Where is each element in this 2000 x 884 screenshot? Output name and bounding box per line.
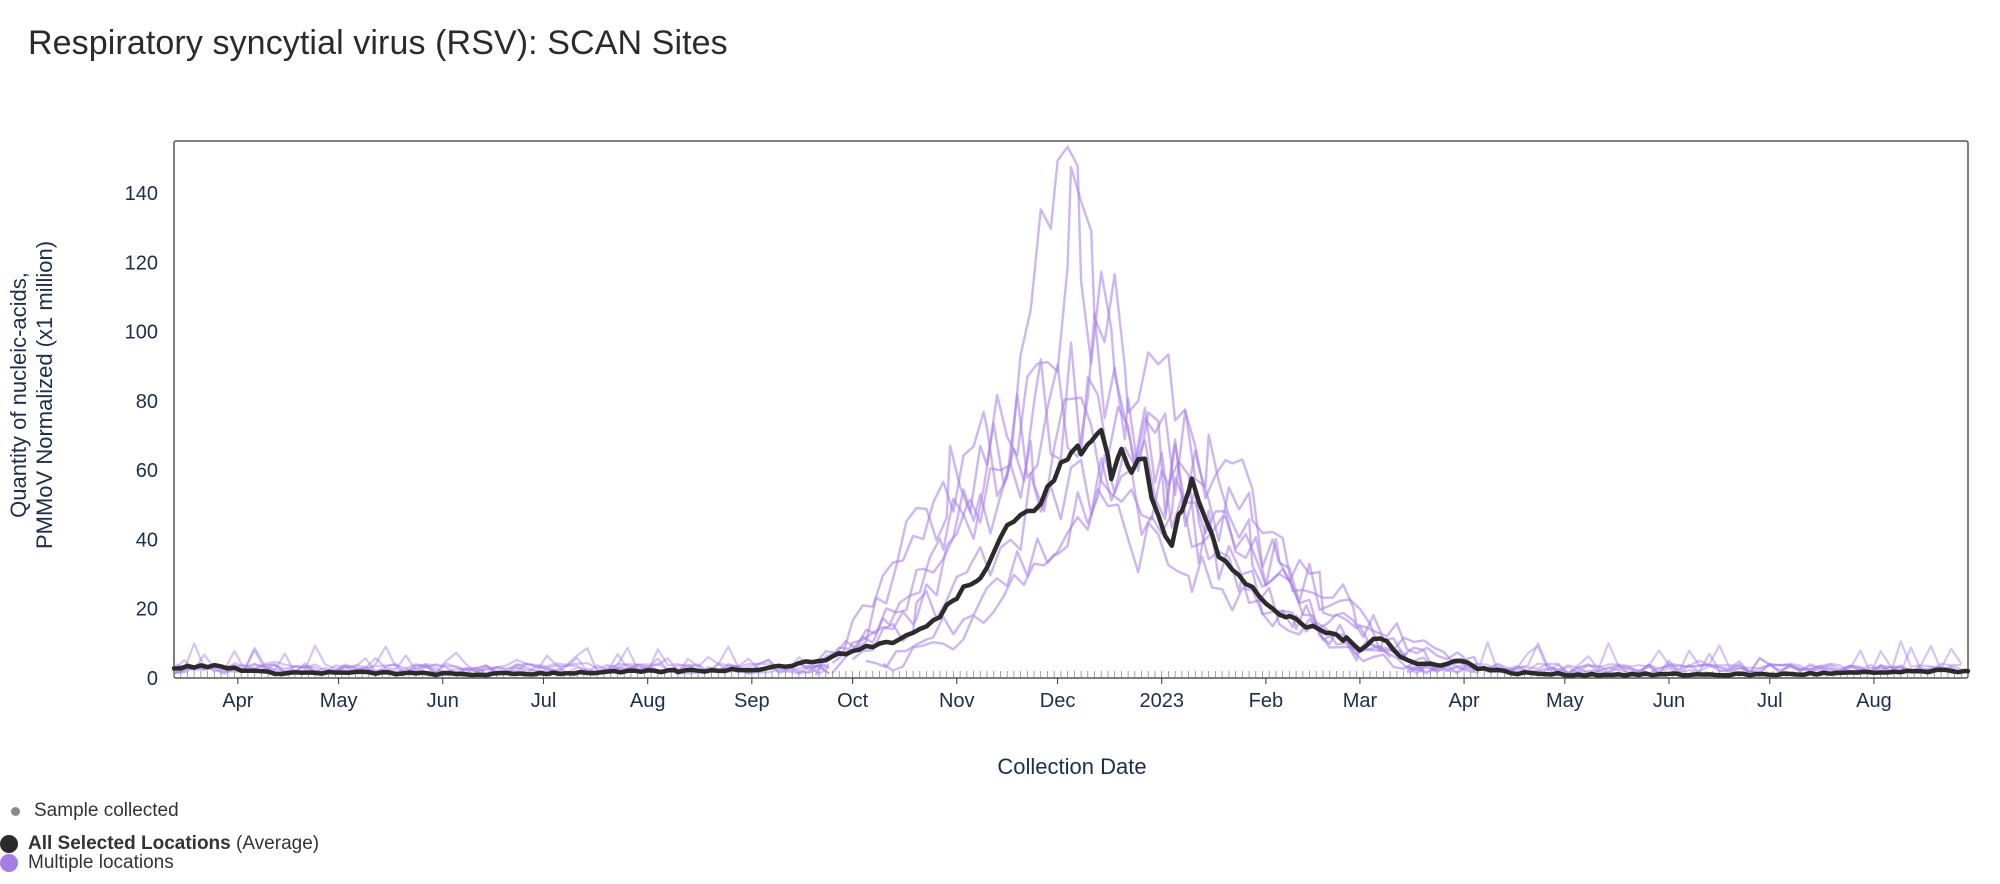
x-tick-label: Jun	[427, 690, 459, 712]
page-title: Respiratory syncytial virus (RSV): SCAN …	[28, 24, 728, 62]
y-tick-label: 0	[147, 668, 158, 690]
location-lines	[173, 145, 1963, 676]
location-series-line	[882, 439, 1465, 672]
x-tick-label: Oct	[837, 690, 869, 712]
x-tick-label: Jun	[1653, 690, 1685, 712]
location-series-line	[173, 645, 830, 675]
location-series-line	[1406, 645, 1962, 675]
legend-item[interactable]: Sample collected	[0, 800, 179, 822]
y-tick-label: 20	[136, 599, 158, 621]
x-tick-label: 2023	[1139, 690, 1184, 712]
location-series-line	[173, 653, 830, 675]
x-tick-label: Dec	[1040, 690, 1076, 712]
legend-label: Sample collected	[34, 800, 179, 821]
plot-frame	[173, 140, 1969, 679]
x-tick-label: May	[320, 690, 358, 712]
x-tick-label: Jul	[531, 690, 557, 712]
location-series-line	[831, 312, 1408, 664]
location-series-line	[851, 457, 1479, 665]
y-tick-label: 60	[136, 460, 158, 482]
x-tick-label: Aug	[630, 690, 666, 712]
y-tick-label: 40	[136, 529, 158, 551]
y-tick-label: 120	[125, 252, 158, 274]
location-series-line	[814, 166, 1425, 676]
y-axis-title-line1: Quantity of nucleic-acids,	[6, 272, 31, 518]
legend-swatch	[0, 835, 18, 853]
location-series-line	[865, 488, 1479, 672]
legend-item[interactable]: All Selected Locations (Average)	[0, 833, 319, 855]
plot-area: 0 20 40 60 80 100 120 140 Apr May Jun Jul Aug Sep Oct N…	[125, 140, 1971, 712]
y-axis-title: Quantity of nucleic-acids, PMMoV Normali…	[6, 241, 57, 549]
average-series-line	[171, 427, 1971, 678]
x-tick-label: Apr	[222, 690, 253, 712]
x-tick-label: Jul	[1757, 690, 1783, 712]
x-tick-label: Sep	[734, 690, 770, 712]
legend-label: Multiple locations	[28, 852, 174, 873]
legend-swatch	[0, 854, 18, 872]
x-tick-label: Mar	[1343, 690, 1378, 712]
y-tick-label: 100	[125, 322, 158, 344]
x-axis-title: Collection Date	[997, 754, 1146, 779]
legend-swatch	[11, 806, 20, 816]
y-tick-label: 140	[125, 183, 158, 205]
y-tick-label: 80	[136, 391, 158, 413]
location-series-line	[814, 396, 1392, 664]
x-tick-label: Feb	[1249, 690, 1283, 712]
legend-label: All Selected Locations	[28, 833, 231, 854]
legend-item[interactable]: Multiple locations	[0, 852, 174, 874]
x-tick-label: Apr	[1449, 690, 1480, 712]
y-axis-title-line2: PMMoV Normalized (x1 million)	[32, 241, 57, 549]
legend-detail: (Average)	[230, 833, 320, 854]
x-tick-label: May	[1546, 690, 1584, 712]
x-tick-label: Nov	[939, 690, 975, 712]
x-tick-label: Aug	[1856, 690, 1892, 712]
